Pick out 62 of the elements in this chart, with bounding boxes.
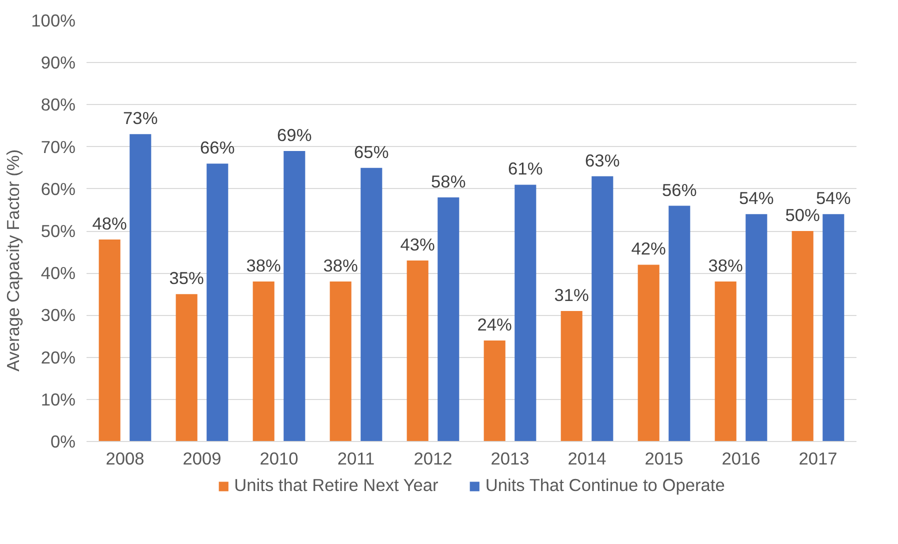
y-tick-label: 20% bbox=[40, 347, 76, 368]
bar bbox=[252, 282, 274, 442]
bar bbox=[330, 282, 352, 442]
x-tick-label: 2010 bbox=[260, 448, 298, 469]
bar bbox=[514, 184, 536, 442]
legend-label: Units That Continue to Operate bbox=[485, 475, 725, 496]
data-label: 56% bbox=[662, 180, 697, 200]
x-tick-label: 2017 bbox=[798, 448, 838, 469]
data-label: 61% bbox=[508, 158, 543, 179]
x-tick-label: 2008 bbox=[106, 448, 144, 469]
bar bbox=[822, 214, 844, 442]
data-label: 58% bbox=[431, 171, 466, 192]
data-label: 43% bbox=[400, 234, 435, 254]
x-tick-label: 2012 bbox=[414, 448, 452, 469]
data-label: 31% bbox=[554, 285, 589, 306]
data-label: 63% bbox=[585, 150, 620, 170]
bar bbox=[668, 206, 690, 442]
bar bbox=[592, 176, 614, 442]
y-tick-label: 60% bbox=[40, 178, 76, 199]
bar bbox=[406, 260, 428, 442]
data-label: 73% bbox=[123, 108, 158, 128]
bar bbox=[560, 311, 582, 442]
y-tick-label: 100% bbox=[31, 10, 76, 30]
bar bbox=[360, 168, 382, 442]
bar bbox=[206, 164, 228, 442]
data-label: 42% bbox=[631, 238, 666, 259]
x-tick-label: 2014 bbox=[568, 448, 607, 469]
bar bbox=[714, 282, 736, 442]
data-label: 69% bbox=[277, 125, 312, 146]
y-tick-label: 70% bbox=[40, 136, 76, 157]
bar bbox=[98, 239, 120, 442]
data-label: 65% bbox=[354, 142, 389, 162]
y-tick-label: 0% bbox=[50, 432, 76, 452]
x-tick-label: 2016 bbox=[722, 448, 760, 469]
bar bbox=[438, 197, 460, 442]
bar bbox=[176, 294, 198, 442]
x-tick-label: 2015 bbox=[644, 448, 684, 469]
data-label: 66% bbox=[200, 138, 235, 158]
data-label: 38% bbox=[323, 256, 358, 276]
data-label: 48% bbox=[92, 213, 127, 234]
bar bbox=[130, 134, 152, 442]
y-tick-label: 30% bbox=[40, 305, 76, 326]
legend-label: Units that Retire Next Year bbox=[234, 475, 438, 496]
y-axis-title: Average Capacity Factor (%) bbox=[3, 149, 24, 372]
x-tick-label: 2011 bbox=[337, 448, 375, 469]
data-label: 38% bbox=[246, 256, 281, 276]
x-tick-label: 2013 bbox=[490, 448, 530, 469]
data-label: 54% bbox=[739, 188, 774, 208]
bar bbox=[638, 264, 660, 442]
x-tick-label: 2009 bbox=[182, 448, 222, 469]
data-label: 38% bbox=[708, 256, 743, 276]
y-tick-label: 80% bbox=[40, 94, 76, 115]
data-label: 24% bbox=[477, 314, 512, 334]
bar bbox=[284, 151, 306, 442]
y-tick-label: 40% bbox=[40, 263, 76, 284]
bar bbox=[484, 340, 506, 442]
bar bbox=[746, 214, 768, 442]
data-label: 35% bbox=[169, 268, 204, 288]
bar bbox=[792, 231, 814, 442]
y-tick-label: 10% bbox=[40, 389, 76, 410]
y-tick-label: 90% bbox=[40, 52, 76, 73]
y-tick-label: 50% bbox=[40, 221, 76, 242]
